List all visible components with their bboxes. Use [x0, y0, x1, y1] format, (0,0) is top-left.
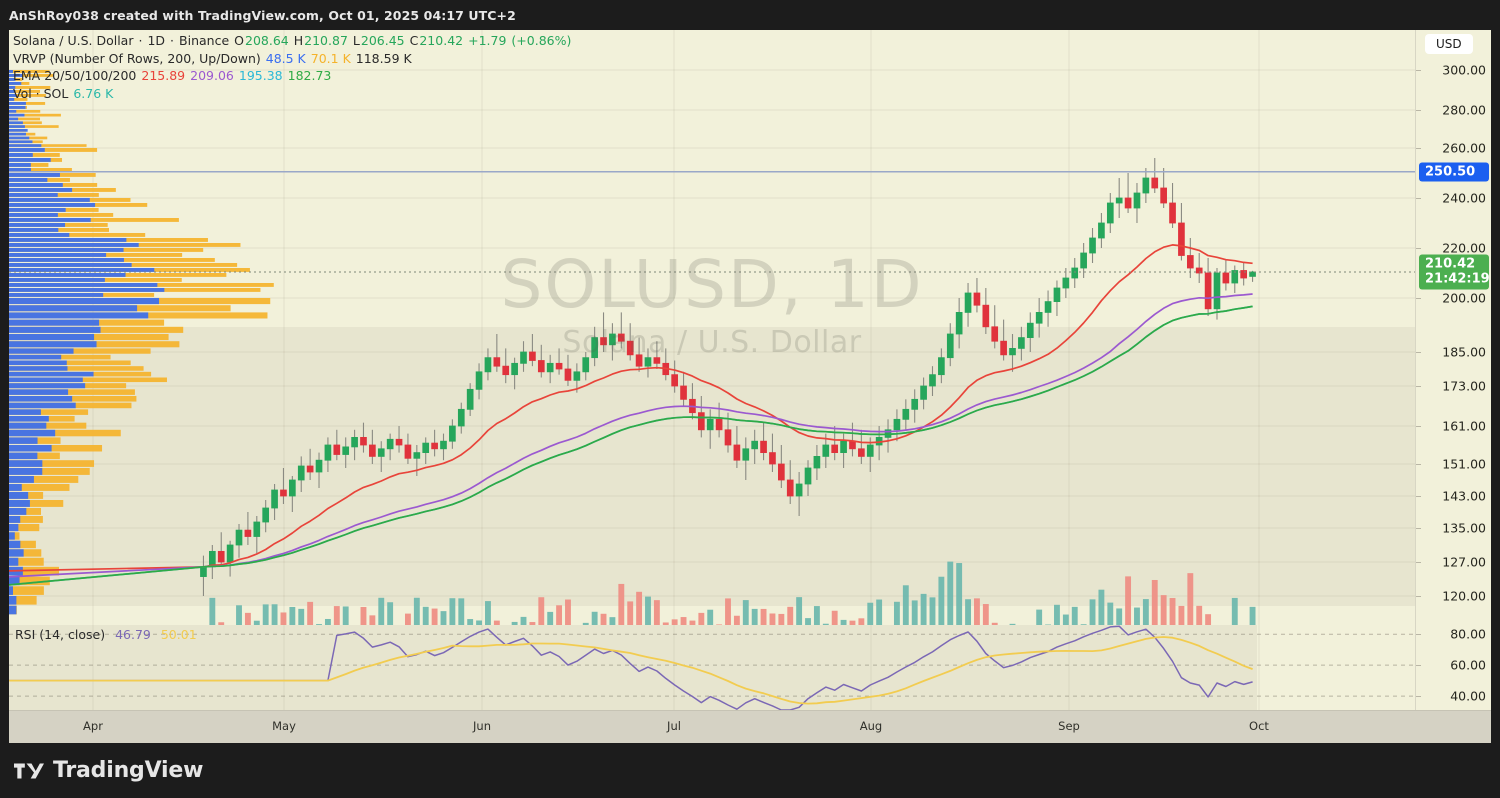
- attribution-bar: AnShRoy038 created with TradingView.com,…: [0, 0, 1500, 30]
- highlight-price-value: 250.50: [1425, 164, 1476, 180]
- tradingview-logo-icon: [14, 763, 44, 778]
- time-tick-label: May: [272, 719, 296, 733]
- price-tick-label: 240.00: [1442, 190, 1486, 206]
- time-axis[interactable]: Apr May Jun Jul Aug Sep Oct: [9, 710, 1491, 743]
- price-tick-mark: [1416, 386, 1421, 387]
- price-tick-mark: [1416, 352, 1421, 353]
- candlestick-series: [200, 158, 1256, 596]
- price-tick-label: 185.00: [1442, 344, 1486, 360]
- price-tick-mark: [1416, 148, 1421, 149]
- time-tick-label: Jul: [667, 719, 681, 733]
- rsi-tick-label: 60.00: [1450, 657, 1486, 673]
- footer-bar: TradingView: [0, 743, 1500, 798]
- price-tick-label: 161.00: [1442, 418, 1486, 434]
- vrvp-histogram: [9, 70, 274, 615]
- last-price-value: 210.42: [1425, 256, 1476, 272]
- time-tick-label: Aug: [859, 719, 883, 733]
- tradingview-wordmark: TradingView: [53, 758, 204, 783]
- price-pane[interactable]: SOLUSD, 1D Solana / U.S. Dollar: [9, 30, 1491, 650]
- price-tick-label: 127.00: [1442, 554, 1486, 570]
- rsi-grid: [9, 625, 1415, 710]
- bar-countdown: 21:42:19: [1425, 271, 1490, 287]
- rsi-tick-mark: [1416, 634, 1421, 636]
- price-tick-mark: [1416, 248, 1421, 249]
- rsi-tick-mark: [1416, 665, 1421, 667]
- price-tick-label: 143.00: [1442, 488, 1486, 504]
- price-tick-label: 300.00: [1442, 62, 1486, 78]
- price-tick-mark: [1416, 70, 1421, 71]
- price-tick-label: 260.00: [1442, 140, 1486, 156]
- rsi-tick-label: 80.00: [1450, 626, 1486, 642]
- price-tick-label: 200.00: [1442, 290, 1486, 306]
- time-tick-label: Jun: [473, 719, 491, 733]
- price-tick-mark: [1416, 596, 1421, 597]
- highlight-price-badge[interactable]: 250.50: [1419, 162, 1489, 182]
- price-axis[interactable]: USD 300.00 280.00 260.00 240.00 220.00 200.00…: [1415, 30, 1491, 710]
- rsi-pane[interactable]: RSI (14, close) 46.79 50.01: [9, 625, 1491, 711]
- price-tick-mark: [1416, 464, 1421, 465]
- attribution-text: AnShRoy038 created with TradingView.com,…: [9, 7, 516, 23]
- price-tick-label: 220.00: [1442, 240, 1486, 256]
- rsi-tick-mark: [1416, 696, 1421, 698]
- price-tick-mark: [1416, 528, 1421, 529]
- chart-frame[interactable]: SOLUSD, 1D Solana / U.S. Dollar Solana /…: [9, 30, 1491, 743]
- price-tick-label: 120.00: [1442, 588, 1486, 604]
- price-tick-mark: [1416, 198, 1421, 199]
- price-tick-mark: [1416, 298, 1421, 299]
- time-tick-label: Oct: [1249, 719, 1269, 733]
- price-tick-label: 135.00: [1442, 520, 1486, 536]
- rsi-tick-label: 40.00: [1450, 688, 1486, 704]
- price-tick-mark: [1416, 562, 1421, 563]
- last-price-badge[interactable]: 210.42 21:42:19: [1419, 254, 1490, 290]
- currency-badge[interactable]: USD: [1425, 34, 1473, 54]
- ema-overlays: [9, 244, 1253, 586]
- time-tick-label: Sep: [1058, 719, 1080, 733]
- price-tick-label: 280.00: [1442, 102, 1486, 118]
- price-tick-label: 173.00: [1442, 378, 1486, 394]
- time-tick-label: Apr: [83, 719, 103, 733]
- price-tick-mark: [1416, 496, 1421, 497]
- price-tick-label: 151.00: [1442, 456, 1486, 472]
- price-lines: [9, 170, 1415, 273]
- rsi-series: [9, 625, 1253, 711]
- price-tick-mark: [1416, 110, 1421, 111]
- price-tick-mark: [1416, 426, 1421, 427]
